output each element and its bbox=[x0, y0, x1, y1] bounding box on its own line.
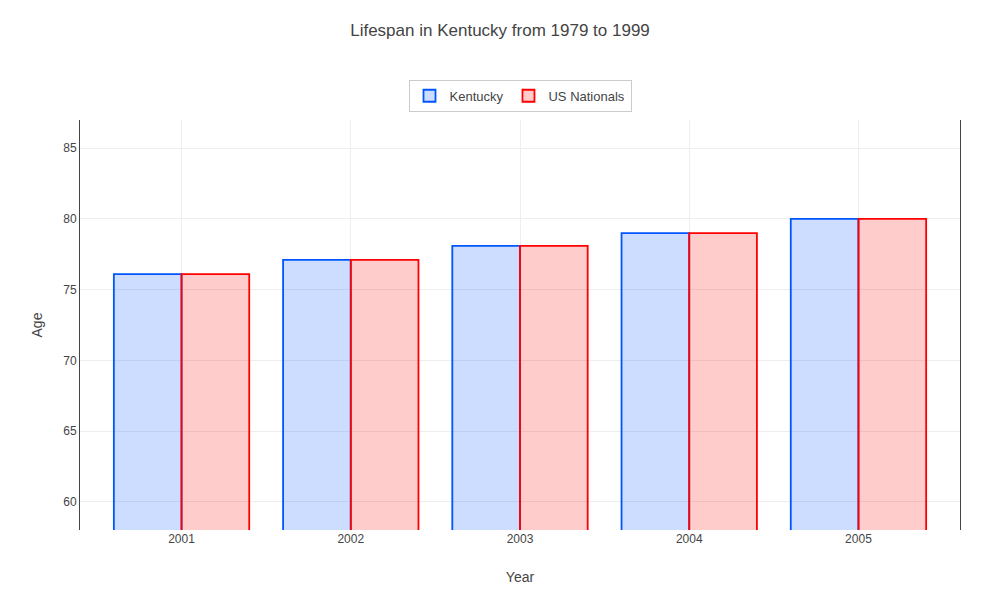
svg-text:2005: 2005 bbox=[845, 532, 872, 546]
svg-text:85: 85 bbox=[63, 141, 77, 155]
svg-text:75: 75 bbox=[63, 283, 77, 297]
svg-text:Age: Age bbox=[29, 312, 45, 337]
svg-text:2001: 2001 bbox=[168, 532, 195, 546]
svg-text:70: 70 bbox=[63, 354, 77, 368]
svg-text:2004: 2004 bbox=[676, 532, 703, 546]
svg-text:2003: 2003 bbox=[507, 532, 534, 546]
svg-text:80: 80 bbox=[63, 212, 77, 226]
svg-text:Lifespan in Kentucky from 1979: Lifespan in Kentucky from 1979 to 1999 bbox=[350, 21, 650, 40]
svg-text:US Nationals: US Nationals bbox=[548, 89, 624, 104]
svg-text:2002: 2002 bbox=[337, 532, 364, 546]
svg-text:Year: Year bbox=[506, 569, 535, 585]
svg-text:65: 65 bbox=[63, 424, 77, 438]
svg-text:Kentucky: Kentucky bbox=[450, 89, 504, 104]
svg-text:60: 60 bbox=[63, 495, 77, 509]
